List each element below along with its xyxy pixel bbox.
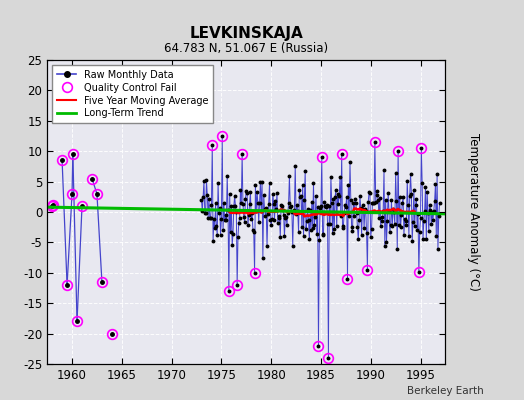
Text: Berkeley Earth: Berkeley Earth	[407, 386, 484, 396]
Y-axis label: Temperature Anomaly (°C): Temperature Anomaly (°C)	[467, 133, 480, 291]
Legend: Raw Monthly Data, Quality Control Fail, Five Year Moving Average, Long-Term Tren: Raw Monthly Data, Quality Control Fail, …	[52, 65, 213, 123]
Text: 64.783 N, 51.067 E (Russia): 64.783 N, 51.067 E (Russia)	[164, 42, 329, 55]
Text: LEVKINSKAJA: LEVKINSKAJA	[189, 26, 303, 41]
